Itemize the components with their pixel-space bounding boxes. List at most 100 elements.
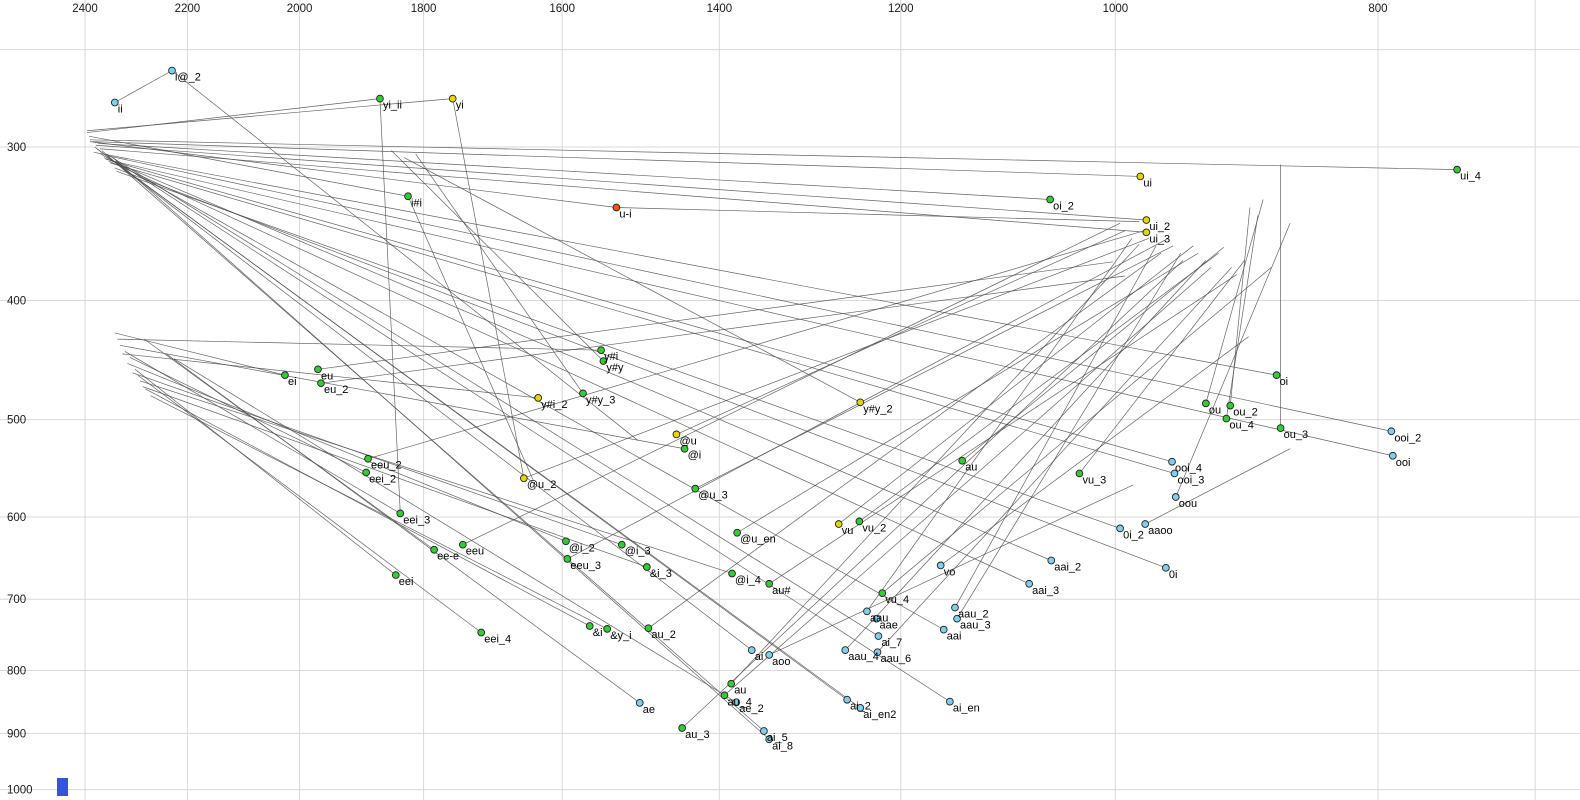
data-point [1222, 414, 1231, 423]
y-tick-label: 700 [7, 594, 26, 606]
point-label: oi [1280, 376, 1289, 388]
trajectory-line [1226, 215, 1259, 419]
trajectory-line [616, 207, 1140, 222]
trajectory-line [107, 155, 1392, 432]
point-label: yi_ii [383, 100, 402, 112]
data-point [939, 625, 948, 634]
trajectory-line [94, 146, 752, 651]
data-point [951, 603, 959, 612]
data-point [168, 66, 176, 75]
x-tick-label: 2400 [72, 3, 98, 15]
point-label: y#i_2 [541, 399, 567, 411]
point-label: ui [1143, 177, 1152, 189]
trajectory-line [403, 157, 861, 403]
trajectory-line [866, 238, 1133, 612]
data-point [391, 571, 400, 579]
trajectory-line [173, 358, 737, 703]
point-label: eeu_2 [371, 460, 402, 472]
data-point [477, 628, 486, 637]
data-point [314, 365, 322, 374]
point-label: y#y_2 [863, 403, 892, 415]
point-label: au [734, 685, 746, 697]
data-point [720, 691, 729, 700]
point-label: ae [643, 704, 655, 716]
data-point [1046, 195, 1054, 204]
point-label: eei_3 [403, 514, 430, 526]
data-point [680, 444, 689, 453]
data-point [597, 346, 605, 355]
data-point [642, 563, 651, 571]
trajectory-line [320, 275, 1125, 384]
point-label: 0i_2 [1123, 529, 1144, 541]
point-label: ai_5 [767, 732, 788, 744]
data-point [946, 697, 954, 706]
trajectory-line [86, 98, 453, 132]
data-point [644, 624, 653, 633]
point-label: ai [755, 651, 764, 663]
point-label: aau_3 [960, 620, 991, 632]
point-label: ou_2 [1233, 407, 1257, 419]
data-point [1136, 172, 1145, 181]
trajectory-line [769, 484, 1134, 656]
point-label: ai_en2 [863, 709, 896, 721]
data-point [599, 357, 608, 365]
trajectory-line [844, 260, 1207, 651]
trajectory-line [119, 344, 685, 450]
data-point [834, 520, 843, 528]
trajectory-line [940, 336, 1249, 566]
data-point [1162, 563, 1170, 572]
data-point [430, 545, 438, 554]
point-label: au [965, 462, 977, 474]
data-point [732, 698, 741, 707]
trajectory-line [1079, 260, 1245, 474]
x-tick-label: 1400 [707, 3, 733, 15]
data-point [1202, 399, 1210, 408]
point-label: ui_3 [1149, 233, 1170, 245]
data-point [843, 695, 851, 704]
trajectory-line [115, 160, 951, 702]
data-point [1387, 427, 1396, 436]
trajectory-line [144, 338, 435, 551]
trajectory-line [112, 157, 770, 740]
trajectory-line [103, 157, 1052, 561]
data-point [1116, 524, 1124, 533]
data-point [855, 517, 864, 526]
x-tick-label: 2200 [175, 3, 201, 15]
trajectory-line [145, 388, 590, 627]
point-label: u-i [619, 208, 631, 220]
data-point [765, 579, 774, 588]
data-point [520, 474, 528, 483]
trajectory-line [86, 98, 380, 133]
trajectory-line [415, 153, 584, 394]
trajectory-line [92, 141, 1141, 177]
trajectory-line [523, 238, 1149, 479]
data-point [635, 699, 644, 707]
trajectory-line [768, 274, 1237, 585]
data-point [958, 456, 967, 465]
trajectory-line [882, 267, 1272, 594]
point-label: @i_2 [569, 542, 595, 554]
point-label: y#y [606, 362, 624, 374]
point-label: y#i [604, 351, 618, 363]
x-tick-label: 2000 [287, 3, 313, 15]
data-point [856, 704, 865, 712]
data-point [1388, 451, 1397, 460]
point-label: ai_8 [772, 740, 793, 752]
point-label: ai_7 [881, 637, 902, 649]
data-point [617, 540, 626, 549]
trajectory-line [95, 144, 1147, 221]
point-label: &i [593, 627, 603, 639]
trajectory-line [140, 380, 733, 574]
axis-tick-labels: 2400 2200 2000 1800 1600 1400 1200 1000 800 300 40… [7, 3, 1388, 797]
point-label: au_2 [651, 629, 675, 641]
trajectory-line [391, 150, 604, 362]
trajectory-line [88, 135, 409, 197]
point-label: eu [321, 370, 333, 382]
trajectory-line [89, 141, 617, 208]
point-label: vu [842, 525, 854, 537]
point-label: aae [880, 620, 898, 632]
point-label: vu_4 [885, 594, 909, 606]
data-point [1272, 371, 1281, 379]
point-label: ooi [1396, 457, 1411, 469]
